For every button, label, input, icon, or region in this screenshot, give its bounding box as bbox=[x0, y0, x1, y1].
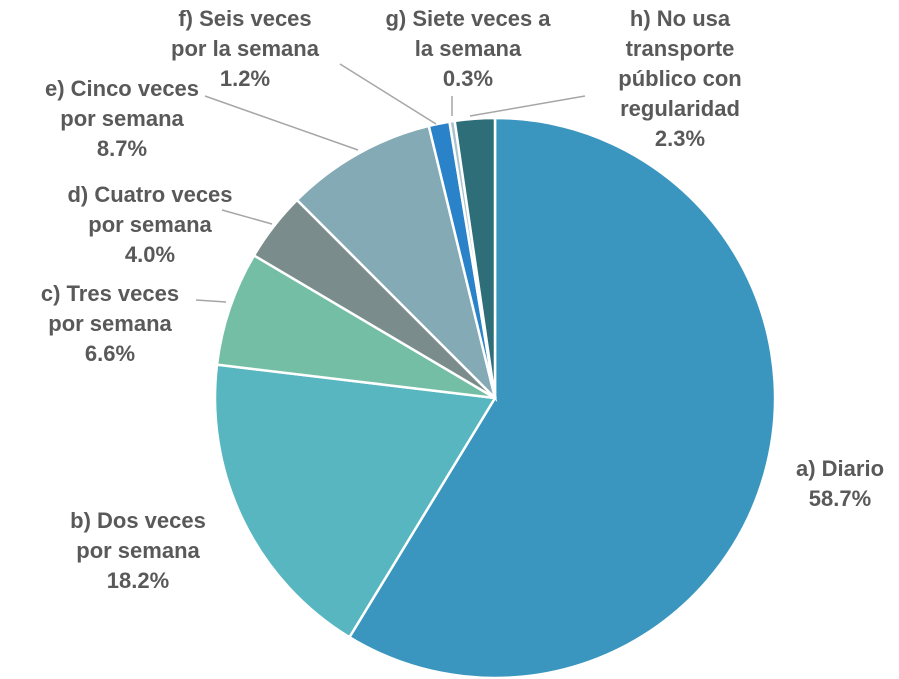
category-label: por semana bbox=[60, 106, 184, 131]
value-label: 18.2% bbox=[107, 568, 169, 593]
category-label: c) Tres veces bbox=[41, 281, 179, 306]
category-label: h) No usa bbox=[630, 6, 731, 31]
value-label: 1.2% bbox=[220, 66, 270, 91]
category-label: transporte bbox=[626, 36, 735, 61]
pie-slice bbox=[215, 253, 496, 400]
leader-line bbox=[339, 63, 437, 125]
value-label: 58.7% bbox=[809, 486, 871, 511]
category-label: por la semana bbox=[171, 36, 320, 61]
leader-line bbox=[221, 209, 273, 225]
pie-slice bbox=[295, 124, 498, 403]
value-label: 8.7% bbox=[97, 136, 147, 161]
category-label: b) Dos veces bbox=[70, 508, 206, 533]
category-label: d) Cuatro veces bbox=[67, 182, 232, 207]
category-label: por semana bbox=[48, 311, 172, 336]
value-label: 4.0% bbox=[125, 242, 175, 267]
category-label: e) Cinco veces bbox=[45, 76, 199, 101]
leader-line bbox=[204, 95, 359, 151]
leader-line bbox=[469, 95, 586, 117]
leader-line bbox=[195, 299, 227, 303]
category-label: g) Siete veces a bbox=[385, 6, 551, 31]
pie-slice bbox=[453, 116, 497, 399]
value-label: 0.3% bbox=[443, 66, 493, 91]
category-label: por semana bbox=[76, 538, 200, 563]
category-label: regularidad bbox=[620, 96, 740, 121]
category-label: público con bbox=[618, 66, 741, 91]
category-label: a) Diario bbox=[796, 456, 884, 481]
category-label: la semana bbox=[415, 36, 522, 61]
value-label: 2.3% bbox=[655, 126, 705, 151]
category-label: por semana bbox=[88, 212, 212, 237]
pie-slice bbox=[347, 116, 777, 679]
pie-slice bbox=[213, 363, 498, 639]
value-label: 6.6% bbox=[85, 341, 135, 366]
category-label: f) Seis veces bbox=[178, 6, 311, 31]
